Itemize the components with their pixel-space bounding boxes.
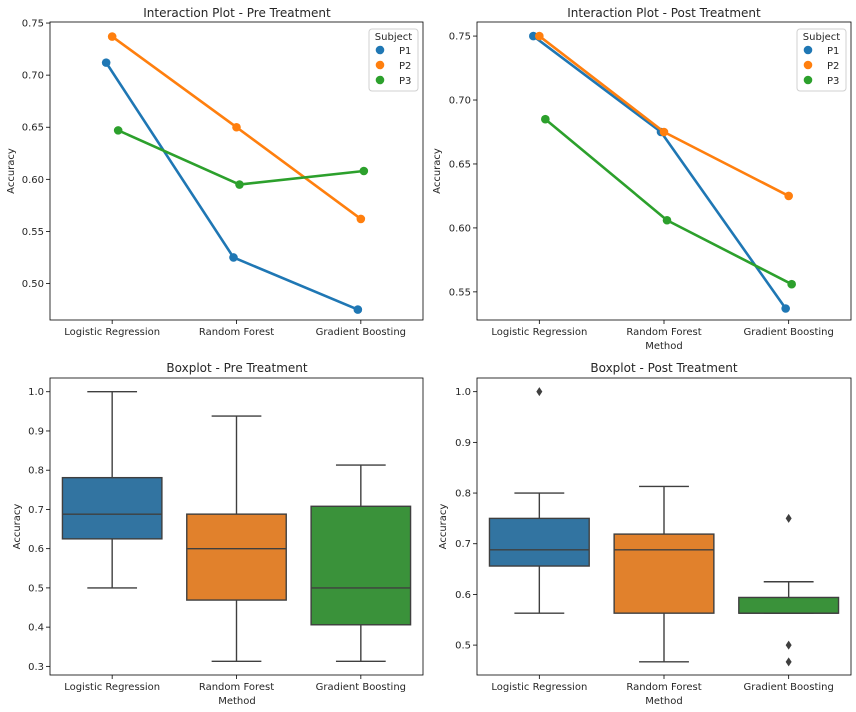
- data-point-p1: [353, 305, 363, 314]
- y-tick-label: 0.55: [22, 227, 44, 238]
- data-point-p1: [101, 58, 111, 67]
- box: [310, 505, 412, 626]
- x-tick-label: Gradient Boosting: [743, 682, 833, 693]
- y-tick-label: 0.5: [28, 583, 44, 594]
- y-tick-label: 0.5: [455, 641, 471, 652]
- y-tick-label: 0.6: [28, 544, 44, 555]
- outlier-point: [785, 640, 792, 650]
- legend-label-p3: P3: [827, 76, 839, 87]
- y-tick-label: 0.65: [449, 159, 471, 170]
- data-point-p2: [535, 31, 544, 41]
- box: [61, 476, 163, 540]
- y-tick-label: 1.0: [455, 387, 471, 398]
- data-point-p3: [787, 279, 796, 289]
- x-axis-label: Method: [645, 341, 683, 352]
- plot-frame: [476, 21, 852, 321]
- y-axis-label: Accuracy: [438, 504, 449, 550]
- y-axis-label: Accuracy: [6, 148, 17, 194]
- data-point-p3: [541, 114, 550, 124]
- y-tick-label: 0.3: [28, 662, 44, 673]
- y-tick-label: 0.9: [455, 438, 471, 449]
- data-point-p3: [662, 215, 672, 225]
- legend-marker-p3: [375, 75, 385, 85]
- box: [613, 533, 715, 614]
- x-tick-label: Logistic Regression: [491, 327, 587, 338]
- legend-title: Subject: [803, 32, 840, 43]
- y-tick-label: 0.75: [22, 19, 44, 30]
- chart-title: Boxplot - Pre Treatment: [166, 361, 308, 375]
- x-tick-label: Gradient Boosting: [316, 327, 406, 338]
- y-tick-label: 0.75: [449, 32, 471, 43]
- y-axis-label: Accuracy: [432, 148, 443, 194]
- data-point-p2: [232, 122, 241, 132]
- x-tick-label: Random Forest: [626, 682, 701, 693]
- y-tick-label: 0.8: [28, 466, 44, 477]
- legend-label-p1: P1: [827, 46, 839, 57]
- outlier-point: [785, 657, 792, 667]
- legend-label-p1: P1: [399, 46, 411, 57]
- data-point-p3: [113, 126, 123, 135]
- x-tick-label: Logistic Regression: [491, 682, 587, 693]
- box: [488, 517, 590, 567]
- data-point-p2: [107, 32, 117, 41]
- y-tick-label: 0.70: [449, 96, 471, 107]
- y-tick-label: 0.60: [22, 175, 44, 186]
- x-axis-label: Method: [645, 696, 683, 707]
- data-point-p2: [356, 214, 366, 224]
- legend-marker-p1: [803, 45, 813, 55]
- x-tick-label: Logistic Regression: [64, 682, 160, 693]
- x-tick-label: Random Forest: [199, 682, 274, 693]
- x-axis-label: Method: [218, 696, 256, 707]
- y-axis-label: Accuracy: [12, 504, 23, 550]
- data-point-p1: [229, 253, 238, 262]
- series-line-p1: [532, 35, 787, 310]
- data-point-p3: [359, 166, 369, 176]
- legend-marker-p3: [803, 75, 813, 85]
- y-tick-label: 0.6: [455, 590, 471, 601]
- series-line-p2: [538, 35, 790, 198]
- x-tick-label: Gradient Boosting: [743, 327, 833, 338]
- y-tick-label: 0.4: [28, 623, 44, 634]
- legend-box: [368, 28, 419, 92]
- chart-title: Boxplot - Post Treatment: [590, 361, 738, 375]
- legend-label-p2: P2: [827, 61, 839, 72]
- box: [186, 513, 287, 601]
- data-point-p2: [784, 191, 793, 201]
- y-tick-label: 1.0: [28, 387, 44, 398]
- data-point-p3: [235, 180, 244, 189]
- y-tick-label: 0.50: [22, 279, 44, 290]
- outlier-point: [785, 513, 792, 523]
- legend-box: [796, 28, 847, 92]
- y-tick-label: 0.8: [455, 489, 471, 500]
- legend-marker-p1: [375, 45, 385, 55]
- y-tick-label: 0.70: [22, 71, 44, 82]
- x-tick-label: Logistic Regression: [64, 327, 160, 338]
- legend-label-p2: P2: [399, 61, 411, 72]
- legend-title: Subject: [375, 32, 412, 43]
- y-tick-label: 0.65: [22, 123, 44, 134]
- x-tick-label: Random Forest: [199, 327, 274, 338]
- legend-label-p3: P3: [399, 76, 411, 87]
- chart-title: Interaction Plot - Pre Treatment: [143, 6, 331, 20]
- chart-title: Interaction Plot - Post Treatment: [567, 6, 761, 20]
- y-tick-label: 0.7: [455, 539, 471, 550]
- y-tick-label: 0.7: [28, 505, 44, 516]
- data-point-p2: [659, 127, 669, 137]
- data-point-p1: [529, 31, 538, 41]
- data-point-p1: [781, 304, 790, 313]
- legend-marker-p2: [803, 60, 813, 70]
- y-tick-label: 0.55: [449, 287, 471, 298]
- box: [738, 596, 840, 614]
- outlier-point: [536, 387, 543, 397]
- x-tick-label: Gradient Boosting: [316, 682, 406, 693]
- x-tick-label: Random Forest: [626, 327, 701, 338]
- y-tick-label: 0.9: [28, 426, 44, 437]
- legend-marker-p2: [375, 60, 385, 70]
- y-tick-label: 0.60: [449, 223, 471, 234]
- series-line-p1: [105, 61, 359, 311]
